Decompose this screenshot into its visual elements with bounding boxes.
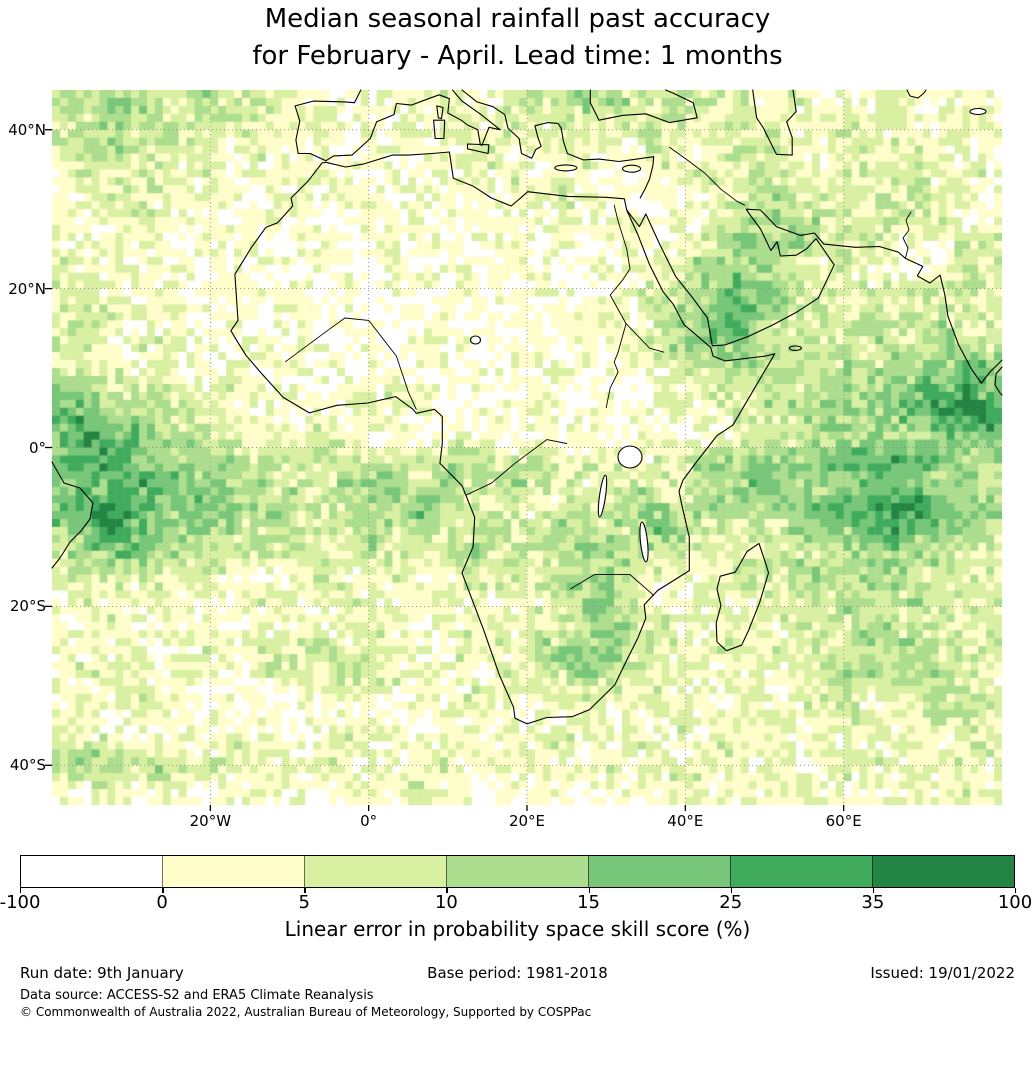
colorbar-tick-label: 25 bbox=[719, 892, 743, 913]
footer-issued: Issued: 19/01/2022 bbox=[870, 964, 1015, 982]
colorbar-tick bbox=[304, 888, 306, 893]
x-axis-tick-label: 0° bbox=[360, 812, 378, 830]
chart-title: Median seasonal rainfall past accuracy f… bbox=[0, 1, 1035, 75]
footer-data-source: Data source: ACCESS-S2 and ERA5 Climate … bbox=[20, 988, 374, 1003]
x-axis-tick-label: 60°E bbox=[825, 812, 862, 830]
colorbar-segment bbox=[446, 856, 588, 887]
y-axis-tick-label: 40°N bbox=[8, 120, 46, 139]
y-axis-tick-label: 40°S bbox=[9, 756, 46, 775]
colorbar-tick-label: 0 bbox=[156, 892, 168, 913]
colorbar-segment bbox=[162, 856, 304, 887]
chart-title-line-2: for February - April. Lead time: 1 month… bbox=[252, 41, 783, 71]
colorbar-tick-label: -100 bbox=[0, 892, 41, 913]
colorbar-segment bbox=[872, 856, 1014, 887]
colorbar-tick-label: 10 bbox=[434, 892, 458, 913]
colorbar-tick bbox=[730, 888, 733, 893]
x-axis-tick-label: 20°E bbox=[508, 812, 546, 830]
x-axis-tick-label: 40°E bbox=[667, 812, 704, 830]
y-axis-tick-label: 0° bbox=[28, 438, 46, 457]
colorbar-segment bbox=[730, 856, 872, 887]
colorbar-segment bbox=[588, 856, 730, 887]
colorbar-tick-label: 5 bbox=[298, 892, 311, 913]
footer-base-period: Base period: 1981-2018 bbox=[427, 964, 608, 982]
footer-copyright: © Commonwealth of Australia 2022, Austra… bbox=[20, 1005, 592, 1019]
colorbar-tick-label: 15 bbox=[577, 892, 601, 913]
colorbar-segment bbox=[304, 856, 446, 887]
colorbar-tick bbox=[588, 888, 590, 893]
colorbar bbox=[20, 855, 1015, 888]
footer-run-date: Run date: 9th January bbox=[20, 964, 184, 982]
x-axis-tick-label: 20°W bbox=[189, 812, 232, 830]
colorbar-tick-label: 35 bbox=[861, 892, 885, 913]
colorbar-segment bbox=[21, 856, 162, 887]
y-axis-tick-label: 20°N bbox=[8, 279, 46, 298]
colorbar-tick bbox=[872, 888, 875, 893]
chart-title-line-1: Median seasonal rainfall past accuracy bbox=[264, 4, 771, 34]
rainfall-skill-heatmap bbox=[52, 90, 1002, 805]
colorbar-tick bbox=[162, 888, 164, 893]
colorbar-tick bbox=[1015, 888, 1017, 893]
y-axis-tick-label: 20°S bbox=[9, 597, 46, 616]
colorbar-tick bbox=[446, 888, 448, 893]
colorbar-label: Linear error in probability space skill … bbox=[284, 917, 751, 941]
colorbar-tick-label: 100 bbox=[997, 892, 1033, 913]
colorbar-tick bbox=[20, 888, 22, 893]
